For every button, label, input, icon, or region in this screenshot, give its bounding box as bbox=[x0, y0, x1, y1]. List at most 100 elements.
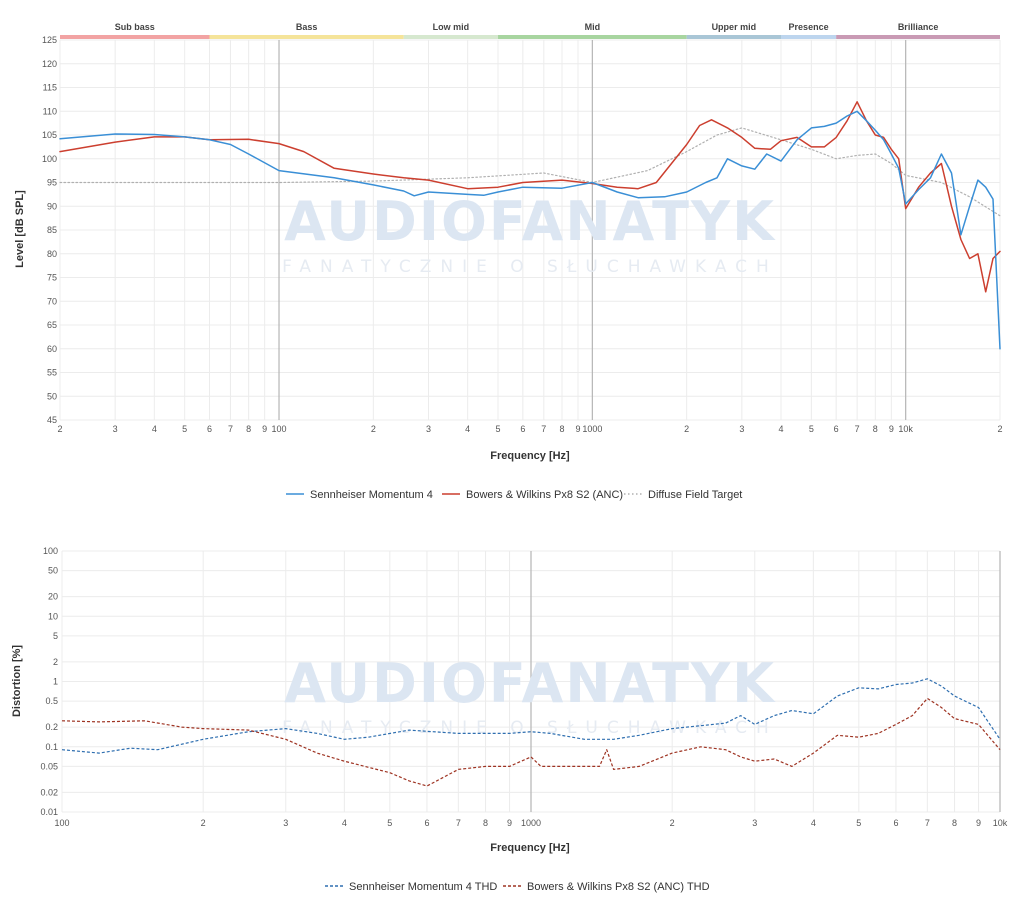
thd-x-tick: 6 bbox=[893, 818, 898, 828]
fr-y-tick: 75 bbox=[47, 273, 57, 283]
band-label-presence: Presence bbox=[789, 22, 829, 32]
fr-x-tick: 100 bbox=[271, 424, 286, 434]
band-bar-low-mid bbox=[403, 35, 499, 39]
watermark-brand: AUDIOFANATYK bbox=[284, 190, 776, 253]
fr-x-tick: 10k bbox=[898, 424, 913, 434]
fr-y-tick: 45 bbox=[47, 415, 57, 425]
fr-x-tick: 8 bbox=[559, 424, 564, 434]
fr-x-tick: 1000 bbox=[582, 424, 602, 434]
fr-x-tick: 9 bbox=[575, 424, 580, 434]
fr-x-tick: 5 bbox=[496, 424, 501, 434]
fr-tick-labels: 4550556065707580859095100105110115120125… bbox=[42, 35, 1003, 434]
fr-legend: Sennheiser Momentum 4 Bowers & Wilkins Px… bbox=[286, 489, 742, 501]
distortion-chart: AUDIOFANATYK FANATYCZNIE O SŁUCHAWKACH 0… bbox=[11, 546, 1008, 893]
fr-series-line-diffuse-field-target bbox=[59, 127, 1001, 217]
fr-watermark: AUDIOFANATYK FANATYCZNIE O SŁUCHAWKACH bbox=[282, 190, 778, 277]
thd-y-tick: 0.1 bbox=[45, 742, 58, 752]
thd-legend-label-sennheiser-momentum-4-thd: Sennheiser Momentum 4 THD bbox=[349, 881, 497, 893]
thd-y-tick: 10 bbox=[48, 611, 58, 621]
thd-x-tick: 6 bbox=[424, 818, 429, 828]
thd-y-tick: 1 bbox=[53, 677, 58, 687]
watermark-brand: AUDIOFANATYK bbox=[284, 652, 776, 715]
thd-ylabel: Distortion [%] bbox=[11, 645, 23, 717]
band-bar-brilliance bbox=[836, 35, 1000, 39]
fr-x-tick: 4 bbox=[152, 424, 157, 434]
fr-legend-label-sennheiser-momentum-4: Sennheiser Momentum 4 bbox=[310, 489, 433, 501]
fr-legend-label-diffuse-field-target: Diffuse Field Target bbox=[648, 489, 742, 501]
thd-y-tick: 0.2 bbox=[45, 722, 58, 732]
fr-x-tick: 6 bbox=[520, 424, 525, 434]
fr-x-tick: 3 bbox=[113, 424, 118, 434]
fr-x-tick: 8 bbox=[873, 424, 878, 434]
fr-x-tick: 2 bbox=[371, 424, 376, 434]
fr-x-tick: 7 bbox=[541, 424, 546, 434]
fr-legend-label-bowers-wilkins-px8-s2-anc: Bowers & Wilkins Px8 S2 (ANC) bbox=[466, 489, 623, 501]
band-label-bass: Bass bbox=[296, 22, 318, 32]
thd-series bbox=[61, 678, 1001, 787]
fr-x-tick: 9 bbox=[262, 424, 267, 434]
thd-series-line-sennheiser-momentum-4-thd bbox=[61, 678, 1001, 754]
thd-legend-label-bowers-wilkins-px8-s2-anc-thd: Bowers & Wilkins Px8 S2 (ANC) THD bbox=[527, 881, 710, 893]
band-bar-mid bbox=[498, 35, 687, 39]
thd-x-tick: 5 bbox=[856, 818, 861, 828]
thd-y-tick: 0.5 bbox=[45, 696, 58, 706]
thd-x-tick: 9 bbox=[507, 818, 512, 828]
fr-y-tick: 95 bbox=[47, 178, 57, 188]
fr-x-tick: 3 bbox=[426, 424, 431, 434]
thd-x-tick: 3 bbox=[752, 818, 757, 828]
thd-tick-labels: 0.01 0.02 0.05 0.1 0.2 0.5 1 2 5 10 20 50 100 100 2 3 4 5… bbox=[40, 546, 1007, 828]
fr-x-tick: 6 bbox=[207, 424, 212, 434]
band-bar-bass bbox=[209, 35, 404, 39]
band-bar-sub-bass bbox=[60, 35, 210, 39]
fr-y-tick: 105 bbox=[42, 130, 57, 140]
thd-xlabel: Frequency [Hz] bbox=[490, 842, 570, 854]
frequency-response-chart: Sub bass Bass Low mid Mid Upper mid Presence B… bbox=[14, 22, 1003, 501]
fr-y-tick: 60 bbox=[47, 344, 57, 354]
thd-y-tick: 2 bbox=[53, 657, 58, 667]
thd-x-tick: 4 bbox=[342, 818, 347, 828]
thd-watermark: AUDIOFANATYK FANATYCZNIE O SŁUCHAWKACH bbox=[282, 652, 778, 738]
thd-series-line-bowers-wilkins-px8-s2-anc-thd bbox=[61, 697, 1001, 787]
thd-y-tick: 20 bbox=[48, 592, 58, 602]
thd-x-tick: 4 bbox=[811, 818, 816, 828]
fr-x-tick: 6 bbox=[834, 424, 839, 434]
band-label-low-mid: Low mid bbox=[433, 22, 470, 32]
thd-y-tick: 50 bbox=[48, 566, 58, 576]
fr-series bbox=[59, 101, 1001, 350]
thd-x-tick: 2 bbox=[670, 818, 675, 828]
band-bar-upper-mid bbox=[686, 35, 781, 39]
fr-y-tick: 80 bbox=[47, 249, 57, 259]
watermark-tagline: FANATYCZNIE O SŁUCHAWKACH bbox=[282, 257, 778, 277]
fr-y-tick: 70 bbox=[47, 296, 57, 306]
fr-x-tick: 2 bbox=[997, 424, 1002, 434]
fr-x-tick: 5 bbox=[809, 424, 814, 434]
fr-y-tick: 125 bbox=[42, 35, 57, 45]
band-bar-presence bbox=[780, 35, 837, 39]
fr-y-tick: 85 bbox=[47, 225, 57, 235]
thd-y-tick: 0.02 bbox=[40, 787, 58, 797]
thd-y-tick: 0.01 bbox=[40, 807, 58, 817]
fr-y-tick: 65 bbox=[47, 320, 57, 330]
fr-x-tick: 7 bbox=[228, 424, 233, 434]
thd-x-tick: 1000 bbox=[521, 818, 541, 828]
fr-x-tick: 7 bbox=[855, 424, 860, 434]
fr-x-tick: 4 bbox=[465, 424, 470, 434]
watermark-tagline: FANATYCZNIE O SŁUCHAWKACH bbox=[282, 718, 778, 738]
fr-ylabel: Level [dB SPL] bbox=[14, 190, 26, 268]
thd-x-tick: 7 bbox=[925, 818, 930, 828]
fr-x-tick: 3 bbox=[739, 424, 744, 434]
thd-grid bbox=[61, 550, 1001, 813]
thd-x-tick: 3 bbox=[283, 818, 288, 828]
fr-x-tick: 9 bbox=[889, 424, 894, 434]
fr-x-tick: 8 bbox=[246, 424, 251, 434]
band-label-brilliance: Brilliance bbox=[898, 22, 939, 32]
thd-x-tick: 10k bbox=[993, 818, 1008, 828]
fr-y-tick: 120 bbox=[42, 59, 57, 69]
fr-frequency-bands: Sub bass Bass Low mid Mid Upper mid Presence B… bbox=[60, 22, 1000, 39]
thd-x-tick: 100 bbox=[54, 818, 69, 828]
thd-legend: Sennheiser Momentum 4 THD Bowers & Wilkin… bbox=[325, 881, 710, 893]
thd-x-tick: 8 bbox=[952, 818, 957, 828]
fr-y-tick: 115 bbox=[43, 83, 57, 93]
fr-series-line-sennheiser-momentum-4 bbox=[59, 110, 1001, 350]
